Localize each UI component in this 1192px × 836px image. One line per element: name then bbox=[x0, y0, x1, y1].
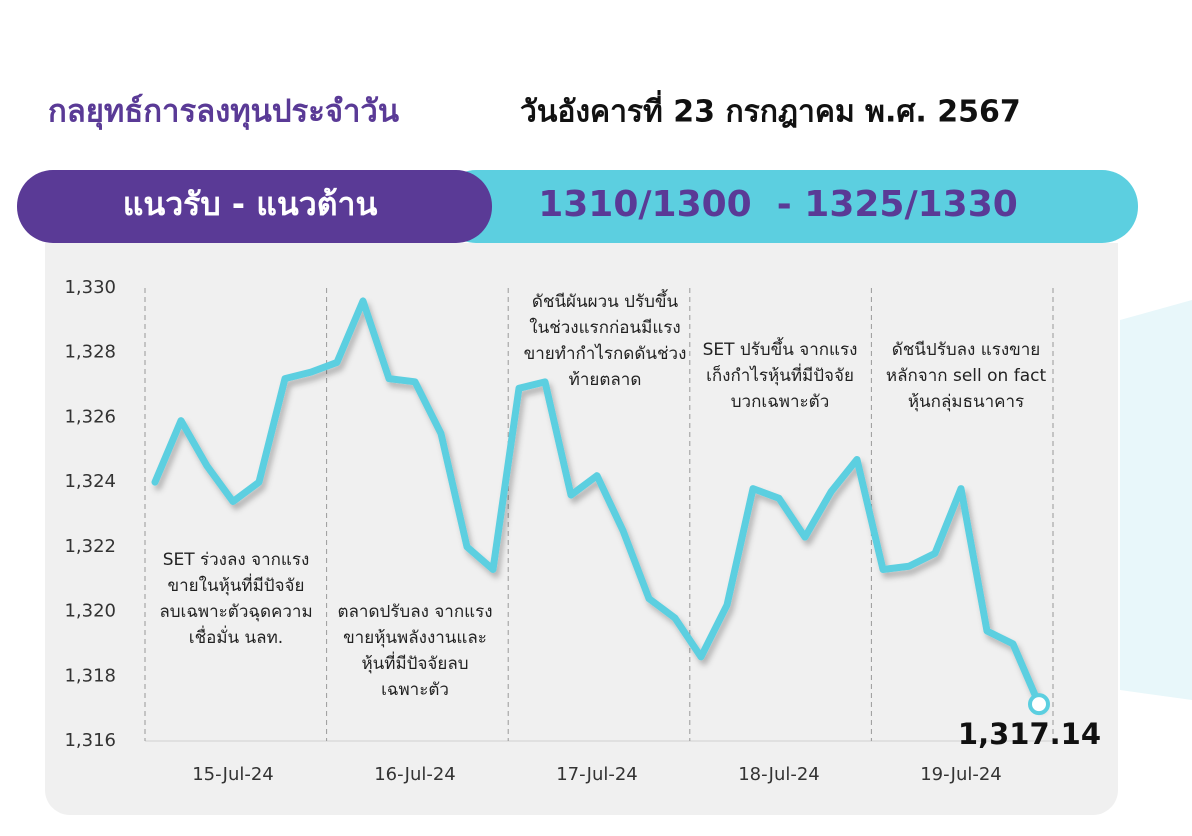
annotation: ขายหุ้นพลังงานและ bbox=[343, 628, 487, 648]
y-tick-label: 1,320 bbox=[64, 601, 116, 622]
x-tick-label: 15-Jul-24 bbox=[192, 764, 274, 785]
banner-range: 1310/1300 - 1325/1330 bbox=[538, 184, 1018, 225]
annotation: เก็งกำไรหุ้นที่มีปัจจัย bbox=[706, 363, 854, 386]
annotation: เฉพาะตัว bbox=[381, 680, 449, 700]
price-line bbox=[151, 297, 1043, 708]
annotation: ท้ายตลาด bbox=[569, 370, 642, 390]
annotation: ในช่วงแรกก่อนมีแรง bbox=[529, 317, 680, 338]
date: วันอังคารที่ 23 กรกฎาคม พ.ศ. 2567 bbox=[520, 90, 1021, 130]
banner-right bbox=[440, 170, 1138, 243]
title: กลยุทธ์การลงทุนประจำวัน bbox=[48, 94, 399, 131]
chart: 1,316 1,318 1,320 1,322 1,324 1,326 1,328 1,330… bbox=[64, 277, 1101, 785]
x-tick-label: 18-Jul-24 bbox=[738, 764, 820, 785]
end-marker bbox=[1028, 693, 1050, 716]
value-label: 1,317.14 bbox=[958, 717, 1101, 751]
annotation: ขายในหุ้นที่มีปัจจัย bbox=[168, 573, 305, 596]
annotation: เชื่อมั่น นลท. bbox=[189, 625, 283, 648]
annotation: หลักจาก sell on fact bbox=[886, 366, 1047, 386]
chart-panel bbox=[45, 243, 1118, 815]
annotation: ขายทำกำไรกดดันช่วง bbox=[524, 343, 687, 364]
x-tick-label: 17-Jul-24 bbox=[556, 764, 638, 785]
y-tick-label: 1,326 bbox=[64, 406, 116, 427]
y-tick-label: 1,316 bbox=[64, 730, 116, 751]
y-tick-label: 1,328 bbox=[64, 342, 116, 363]
banner-left bbox=[17, 170, 492, 243]
y-tick-label: 1,318 bbox=[64, 665, 116, 686]
annotation: SET ปรับขึ้น จากแรง bbox=[703, 337, 858, 360]
annotation: หุ้นกลุ่มธนาคาร bbox=[908, 392, 1024, 412]
annotation: ดัชนีผันผวน ปรับขึ้น bbox=[532, 289, 679, 312]
banner-label: แนวรับ - แนวต้าน bbox=[123, 185, 378, 223]
x-tick-label: 19-Jul-24 bbox=[920, 764, 1002, 785]
annotation: ลบเฉพาะตัวฉุดความ bbox=[159, 602, 312, 622]
y-tick-label: 1,324 bbox=[64, 471, 116, 492]
x-tick-label: 16-Jul-24 bbox=[374, 764, 456, 785]
y-tick-label: 1,322 bbox=[64, 536, 116, 557]
decoration bbox=[1120, 300, 1192, 700]
annotation: SET ร่วงลง จากแรง bbox=[163, 550, 310, 570]
annotation: ตลาดปรับลง จากแรง bbox=[337, 602, 492, 622]
annotation: หุ้นที่มีปัจจัยลบ bbox=[361, 651, 468, 674]
annotation: บวกเฉพาะตัว bbox=[731, 392, 830, 412]
y-tick-label: 1,330 bbox=[64, 277, 116, 298]
annotation: ดัชนีปรับลง แรงขาย bbox=[892, 340, 1041, 360]
